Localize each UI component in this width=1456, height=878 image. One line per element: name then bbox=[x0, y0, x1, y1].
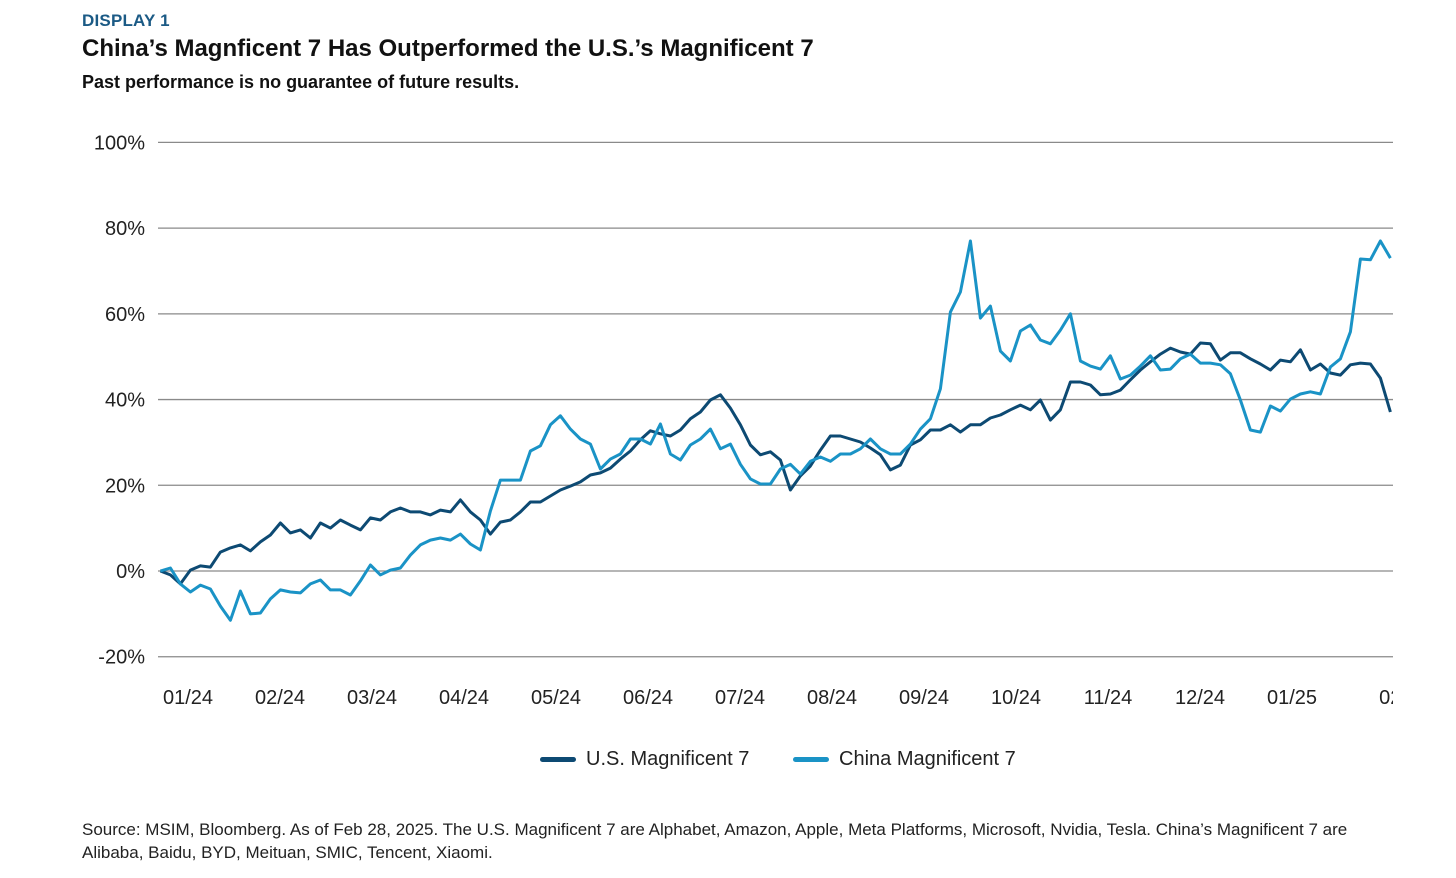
x-tick-label: 04/24 bbox=[439, 687, 489, 709]
x-tick-label: 03/24 bbox=[347, 687, 397, 709]
x-tick-label: 02/24 bbox=[255, 687, 305, 709]
y-tick-label: 0% bbox=[116, 561, 145, 583]
y-tick-label: 60% bbox=[105, 304, 145, 326]
legend-item-china: China Magnificent 7 bbox=[793, 748, 1016, 771]
display-label: DISPLAY 1 bbox=[82, 11, 170, 30]
y-tick-label: 20% bbox=[105, 475, 145, 497]
x-tick-label: 10/24 bbox=[991, 687, 1041, 709]
series-lines bbox=[159, 239, 1392, 622]
legend-item-us: U.S. Magnificent 7 bbox=[540, 748, 749, 771]
legend-swatch-us bbox=[540, 757, 576, 762]
y-tick-label: 40% bbox=[105, 390, 145, 412]
x-tick-label: 01/24 bbox=[163, 687, 213, 709]
x-axis-labels: 01/24 02/24 03/24 04/24 05/24 06/24 07/24 08/24… bbox=[163, 687, 1407, 709]
x-tick-label: 09/24 bbox=[899, 687, 949, 709]
x-tick-label: 01/25 bbox=[1267, 687, 1317, 709]
x-tick-label: 12/24 bbox=[1175, 687, 1225, 709]
series-line-us-magnificent-7 bbox=[159, 341, 1392, 586]
series-line-china-magnificent-7 bbox=[159, 239, 1392, 622]
y-tick-label: -20% bbox=[98, 647, 145, 669]
chart-title: China’s Magnficent 7 Has Outperformed th… bbox=[82, 35, 814, 62]
x-tick-label: 11/24 bbox=[1084, 687, 1133, 709]
legend-label-us: U.S. Magnificent 7 bbox=[586, 748, 750, 770]
x-tick-label: 05/24 bbox=[531, 687, 581, 709]
gridlines bbox=[158, 141, 1393, 658]
x-tick-label: 06/24 bbox=[623, 687, 673, 709]
legend: U.S. Magnificent 7 China Magnificent 7 bbox=[0, 748, 1456, 774]
y-tick-label: 100% bbox=[94, 132, 145, 154]
x-tick-label: 08/24 bbox=[807, 687, 857, 709]
y-tick-label: 80% bbox=[105, 218, 145, 240]
line-chart: -20% 0% 20% 40% 60% 80% 100% 01/24 02/24 03/24 04… bbox=[94, 132, 1407, 709]
chart-subtitle: Past performance is no guarantee of futu… bbox=[82, 72, 520, 92]
y-axis-labels: -20% 0% 20% 40% 60% 80% 100% bbox=[94, 132, 145, 668]
legend-label-china: China Magnificent 7 bbox=[839, 748, 1016, 770]
source-note: Source: MSIM, Bloomberg. As of Feb 28, 2… bbox=[82, 820, 1348, 862]
x-tick-label: 02/ bbox=[1379, 687, 1407, 709]
x-tick-label: 07/24 bbox=[715, 687, 765, 709]
legend-swatch-china bbox=[793, 757, 829, 762]
